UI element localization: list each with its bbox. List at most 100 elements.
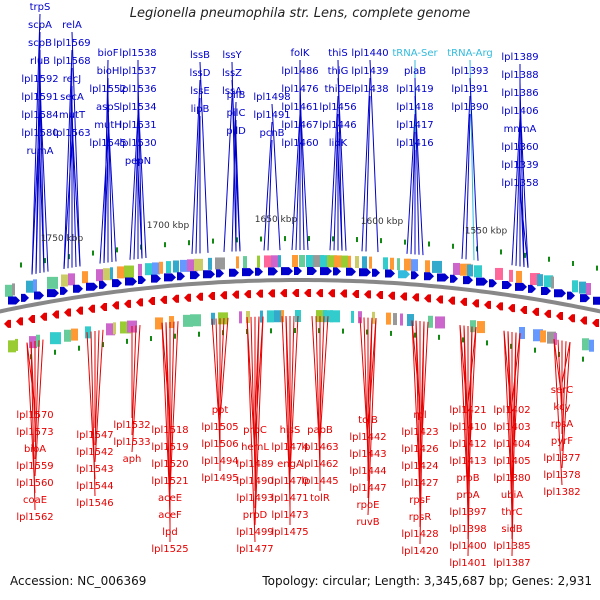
cog-block-forward bbox=[96, 269, 103, 282]
reverse-leader-line bbox=[34, 339, 44, 477]
cog-block-forward bbox=[572, 280, 578, 293]
reverse-leader-line bbox=[553, 338, 563, 486]
cog-block-forward bbox=[348, 255, 351, 268]
forward-gene-label: lpl1537 bbox=[119, 66, 156, 77]
forward-gene-arrow bbox=[47, 289, 59, 298]
reverse-gene-label: lpl1420 bbox=[401, 546, 438, 557]
forward-gene-label: lpl1393 bbox=[451, 66, 488, 77]
cog-block-forward bbox=[453, 262, 460, 275]
forward-gene-label: thiS bbox=[328, 48, 347, 59]
reverse-gene-arrow bbox=[376, 291, 383, 300]
reverse-gene-label: lpl1521 bbox=[151, 476, 188, 487]
cog-block-reverse bbox=[316, 310, 327, 323]
reverse-gene-label: lpl1477 bbox=[236, 544, 273, 555]
forward-gene-arrow bbox=[398, 270, 410, 279]
reverse-gene-arrow bbox=[412, 293, 419, 302]
scale-label: 1750 kbp bbox=[41, 234, 84, 244]
forward-gene-label: lssD bbox=[190, 68, 211, 79]
scale-tick bbox=[510, 343, 512, 349]
forward-leader-line bbox=[519, 99, 529, 268]
reverse-gene-arrow bbox=[580, 316, 587, 325]
forward-gene-label: plaB bbox=[404, 66, 426, 77]
cog-block-forward bbox=[586, 282, 591, 295]
forward-gene-arrow bbox=[385, 269, 395, 278]
forward-leader-line bbox=[107, 113, 117, 262]
cog-block-forward bbox=[544, 275, 553, 288]
genome-summary: Topology: circular; Length: 3,345,687 bp… bbox=[262, 574, 592, 588]
reverse-gene-arrow bbox=[592, 318, 599, 327]
forward-gene-label: folK bbox=[291, 48, 310, 59]
reverse-leader-line bbox=[289, 315, 299, 475]
reverse-gene-label: lpl1490 bbox=[236, 476, 273, 487]
forward-leader-line bbox=[511, 117, 521, 266]
forward-gene-arrow bbox=[411, 271, 419, 280]
cog-block-reverse bbox=[519, 326, 525, 339]
forward-gene-arrow bbox=[307, 267, 317, 276]
reverse-leader-line bbox=[169, 321, 175, 475]
forward-gene-label: lpl1360 bbox=[501, 142, 538, 153]
scale-tick bbox=[284, 236, 286, 242]
forward-gene-label: lpl1568 bbox=[53, 56, 90, 67]
reverse-gene-label: lpl1475 bbox=[271, 527, 308, 538]
reverse-gene-label: lpl1400 bbox=[449, 541, 486, 552]
cog-block-forward bbox=[180, 259, 190, 272]
reverse-gene-label: rpsA bbox=[551, 419, 574, 430]
reverse-gene-label: lpl1519 bbox=[151, 442, 188, 453]
cog-block-reverse bbox=[400, 313, 403, 326]
gene-labels: trpS scpA scpB rluB lpl1592 lpl1591 lpl1584 lpl… bbox=[16, 2, 580, 569]
reverse-gene-arrow bbox=[88, 304, 95, 313]
cog-block-forward bbox=[47, 276, 58, 289]
forward-gene-arrow bbox=[593, 296, 600, 305]
cog-block-reverse bbox=[260, 310, 263, 323]
forward-leader-line bbox=[223, 97, 233, 252]
forward-leader-line bbox=[263, 121, 273, 251]
forward-gene-label: lpl1534 bbox=[119, 102, 156, 113]
forward-gene-arrow bbox=[489, 279, 497, 288]
reverse-gene-label: sidB bbox=[501, 524, 522, 535]
forward-leader-line bbox=[369, 59, 379, 253]
forward-leader-line bbox=[299, 95, 309, 251]
forward-gene-label: lpl1467 bbox=[281, 120, 318, 131]
cog-block-reverse bbox=[470, 320, 476, 333]
reverse-leader-line bbox=[90, 331, 96, 497]
cog-block-forward bbox=[383, 257, 388, 270]
reverse-gene-label: ubiA bbox=[501, 490, 523, 501]
forward-gene-label: secA bbox=[60, 92, 84, 103]
reverse-gene-arrow bbox=[16, 317, 23, 326]
scale-tick bbox=[116, 247, 118, 253]
reverse-gene-arrow bbox=[172, 294, 179, 303]
forward-gene-arrow bbox=[515, 282, 527, 291]
forward-gene-arrow bbox=[346, 267, 356, 276]
forward-gene-label: lpl1538 bbox=[119, 48, 156, 59]
cog-block-reverse bbox=[106, 323, 115, 336]
forward-gene-arrow bbox=[229, 268, 239, 277]
reverse-gene-label: aph bbox=[123, 454, 142, 465]
scale-tick bbox=[534, 347, 536, 353]
forward-leader-line bbox=[410, 131, 416, 255]
cog-block-reverse bbox=[71, 328, 78, 341]
reverse-gene-label: lpl1462 bbox=[301, 459, 338, 470]
forward-gene-label: lpl1460 bbox=[281, 138, 318, 149]
reverse-gene-label: engA bbox=[277, 459, 303, 470]
reverse-gene-label: prpC bbox=[243, 425, 267, 436]
reverse-gene-arrow bbox=[460, 297, 467, 306]
forward-gene-label: lpl1386 bbox=[501, 88, 538, 99]
reverse-gene-label: lpl1447 bbox=[349, 483, 386, 494]
scale-label: 1650 kbp bbox=[255, 215, 298, 225]
scale-tick bbox=[236, 237, 238, 243]
cog-block-forward bbox=[292, 255, 298, 268]
forward-leader-line bbox=[137, 167, 143, 259]
reverse-gene-label: lpl1495 bbox=[201, 473, 238, 484]
reverse-gene-arrow bbox=[280, 289, 287, 298]
forward-gene-arrow bbox=[177, 272, 185, 281]
reverse-gene-arrow bbox=[388, 291, 395, 300]
scale-tick bbox=[486, 340, 488, 346]
forward-gene-arrow bbox=[99, 280, 107, 289]
forward-gene-label: lpl1358 bbox=[501, 178, 538, 189]
reverse-gene-arrow bbox=[436, 295, 443, 304]
reverse-gene-label: lpl1401 bbox=[449, 558, 486, 569]
reverse-gene-arrow bbox=[568, 314, 575, 323]
forward-gene-label: lpl1591 bbox=[21, 92, 58, 103]
cog-block-forward bbox=[61, 274, 68, 287]
